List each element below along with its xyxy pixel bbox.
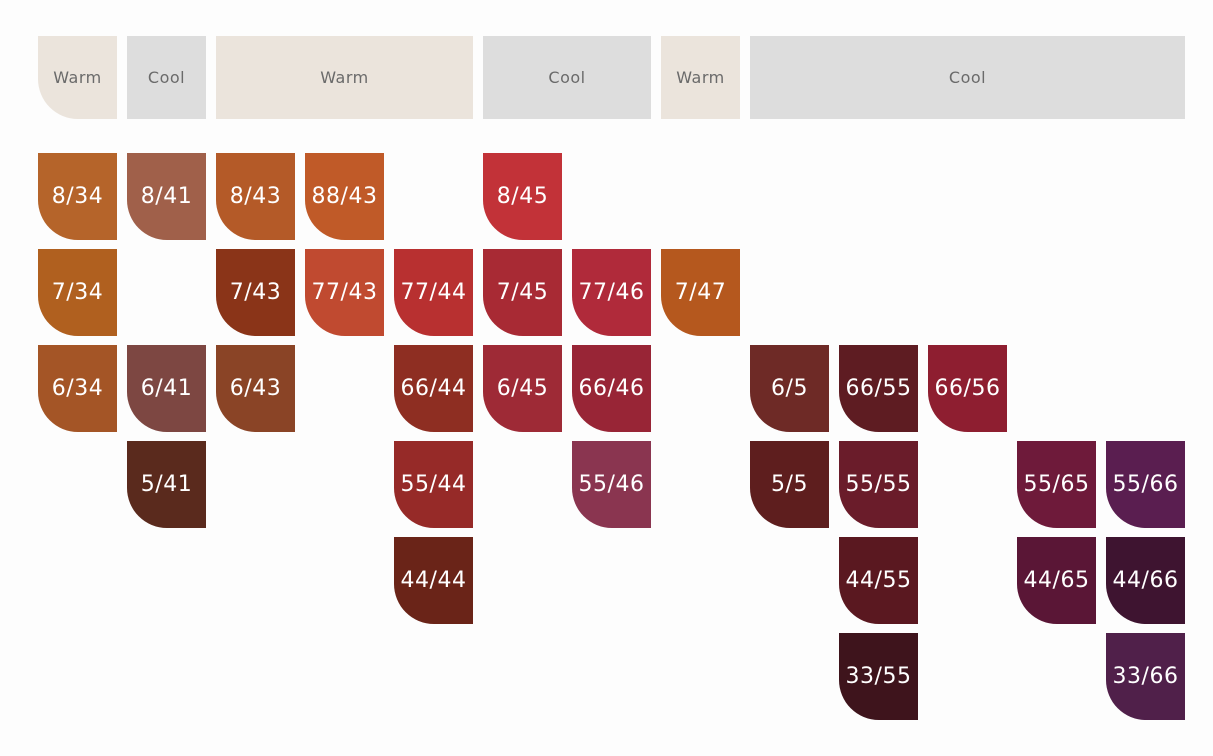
color-swatch: 77/43 (305, 249, 384, 336)
color-swatch: 6/45 (483, 345, 562, 432)
color-swatch: 44/66 (1106, 537, 1185, 624)
color-swatch: 44/55 (839, 537, 918, 624)
color-swatch: 5/5 (750, 441, 829, 528)
color-swatch: 7/34 (38, 249, 117, 336)
color-swatch: 8/41 (127, 153, 206, 240)
tone-header: Warm (661, 36, 740, 119)
color-swatch: 55/66 (1106, 441, 1185, 528)
color-swatch: 6/43 (216, 345, 295, 432)
tone-header: Warm (216, 36, 473, 119)
color-swatch: 7/47 (661, 249, 740, 336)
color-swatch: 8/43 (216, 153, 295, 240)
color-swatch: 44/65 (1017, 537, 1096, 624)
tone-header: Warm (38, 36, 117, 119)
color-swatch: 6/5 (750, 345, 829, 432)
color-swatch: 5/41 (127, 441, 206, 528)
color-swatch: 66/44 (394, 345, 473, 432)
color-swatch: 33/55 (839, 633, 918, 720)
color-swatch: 66/55 (839, 345, 918, 432)
color-swatch: 88/43 (305, 153, 384, 240)
color-swatch: 55/46 (572, 441, 651, 528)
color-swatch: 55/44 (394, 441, 473, 528)
color-swatch: 6/34 (38, 345, 117, 432)
color-swatch: 66/46 (572, 345, 651, 432)
color-swatch: 6/41 (127, 345, 206, 432)
tone-header: Cool (127, 36, 206, 119)
color-swatch: 7/43 (216, 249, 295, 336)
color-swatch: 77/46 (572, 249, 651, 336)
tone-header: Cool (750, 36, 1185, 119)
color-swatch: 33/66 (1106, 633, 1185, 720)
color-swatch: 77/44 (394, 249, 473, 336)
color-swatch: 8/34 (38, 153, 117, 240)
color-swatch: 7/45 (483, 249, 562, 336)
color-swatch: 55/55 (839, 441, 918, 528)
color-swatch: 8/45 (483, 153, 562, 240)
tone-header: Cool (483, 36, 651, 119)
color-swatch: 55/65 (1017, 441, 1096, 528)
color-swatch: 66/56 (928, 345, 1007, 432)
color-swatch: 44/44 (394, 537, 473, 624)
